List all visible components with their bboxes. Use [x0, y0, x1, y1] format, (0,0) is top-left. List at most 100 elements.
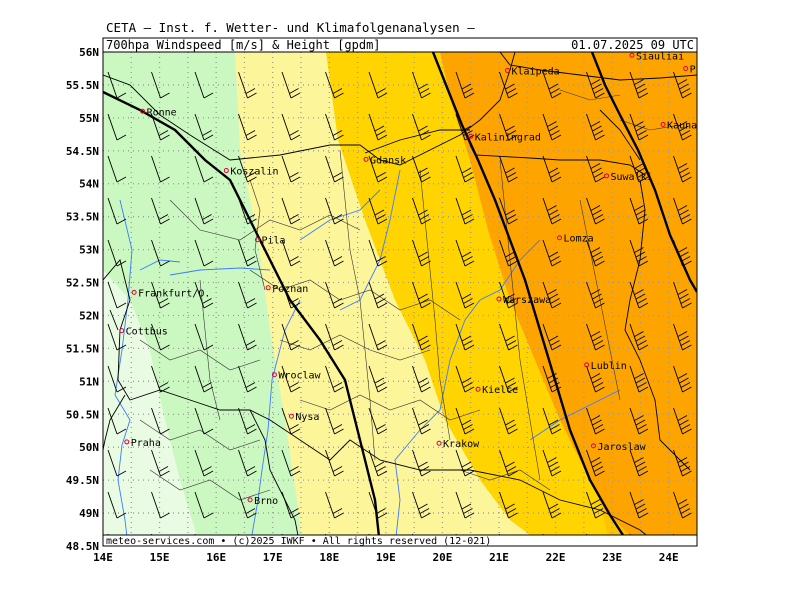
city-marker [288, 413, 294, 419]
wind-barb [499, 155, 518, 183]
city-label: Klaipeda [511, 66, 559, 77]
wind-barb [325, 113, 344, 141]
coastlines-and-borders [103, 52, 697, 546]
wind-barb [412, 449, 431, 477]
wind-barb [629, 449, 649, 477]
city-label: Poznan [272, 284, 308, 295]
wind-barb [151, 155, 170, 183]
lat-label: 54.5N [66, 145, 99, 158]
wind-barb [673, 323, 692, 351]
wind-barb [629, 197, 649, 225]
wind-barb [499, 239, 518, 267]
city-marker [363, 156, 369, 162]
lat-label: 51N [79, 375, 99, 388]
wind-barb [325, 197, 344, 225]
grid-lines [103, 52, 697, 546]
wind-barb [629, 155, 649, 183]
city-label: Ronne [147, 107, 177, 118]
wind-barb [281, 239, 301, 267]
wind-barb [281, 155, 301, 183]
wind-barb [151, 71, 170, 99]
wind-barb [455, 449, 475, 477]
wind-barb [368, 491, 388, 519]
wind-barb [107, 197, 127, 225]
wind-barb [586, 71, 605, 99]
city-label: Brno [254, 496, 278, 507]
wind-barb [542, 281, 562, 309]
wind-barb [107, 155, 127, 183]
wind-barb [368, 323, 388, 351]
wind-barb [281, 197, 301, 225]
wind-barb [673, 71, 692, 99]
lon-label: 14E [93, 551, 113, 564]
city-label: Kaliningrad [475, 132, 541, 143]
city-markers: Siauliai Panevezys Klaipeda Kaunas Ronne Kali… [119, 52, 703, 507]
wind-barb [499, 365, 518, 393]
wind-barb [542, 365, 562, 393]
wind-barb [194, 155, 214, 183]
city-marker [468, 133, 474, 139]
wind-barb [194, 281, 214, 309]
lat-label: 52.5N [66, 277, 99, 290]
wind-barb [151, 113, 170, 141]
wind-barb [499, 281, 518, 309]
wind-barb [542, 239, 562, 267]
wind-barb [325, 449, 344, 477]
wind-barb [325, 239, 344, 267]
wind-barb [107, 365, 127, 393]
wind-barb [151, 281, 170, 309]
city-label: Koszalin [230, 167, 278, 178]
wind-barb [194, 113, 214, 141]
city-label: Pila [261, 236, 285, 247]
city-label: Frankfurt/O. [138, 288, 210, 299]
city-marker [660, 121, 666, 127]
wind-barb [281, 491, 301, 519]
wind-barb [238, 407, 257, 435]
wind-barb [368, 449, 388, 477]
wind-barb [368, 197, 388, 225]
wind-barb [368, 365, 388, 393]
wind-barb [542, 197, 562, 225]
wind-barb [586, 281, 605, 309]
wind-barb [238, 155, 257, 183]
wind-barb [281, 407, 301, 435]
wind-barb [107, 407, 127, 435]
wind-barb [281, 365, 301, 393]
lat-label: 50N [79, 441, 99, 454]
shade-orange [440, 52, 697, 546]
city-marker [140, 108, 146, 114]
city-label: Lomza [564, 234, 594, 245]
latitude-labels: 56N 55.5N 55N 54.5N 54N 53.5N 53N 52.5N 52N 51.5N… [66, 46, 99, 553]
city-marker [254, 237, 260, 243]
wind-barb [586, 113, 605, 141]
lon-label: 21E [489, 551, 509, 564]
wind-barb [499, 491, 518, 519]
city-label: Cottbus [126, 327, 168, 338]
wind-barb [194, 407, 214, 435]
wind-barb [194, 197, 214, 225]
wind-barb [412, 155, 431, 183]
wind-barb [107, 113, 127, 141]
wind-barb [194, 449, 214, 477]
wind-barb [325, 365, 344, 393]
wind-barb [629, 113, 649, 141]
wind-barb [412, 407, 431, 435]
wind-barb [586, 197, 605, 225]
wind-barb [629, 491, 649, 519]
wind-barb [499, 323, 518, 351]
city-marker [475, 386, 481, 392]
wind-barb [151, 197, 170, 225]
title-bar [102, 37, 698, 53]
footer-bar [102, 534, 698, 547]
wind-barb [238, 491, 257, 519]
wind-barb [325, 407, 344, 435]
wind-barb [151, 449, 170, 477]
wind-barb [325, 281, 344, 309]
wind-barb [107, 323, 127, 351]
lon-label: 18E [319, 551, 339, 564]
wind-barb [412, 491, 431, 519]
lat-label: 49N [79, 507, 99, 520]
city-label: Kaunas [667, 120, 703, 131]
wind-barb [542, 407, 562, 435]
